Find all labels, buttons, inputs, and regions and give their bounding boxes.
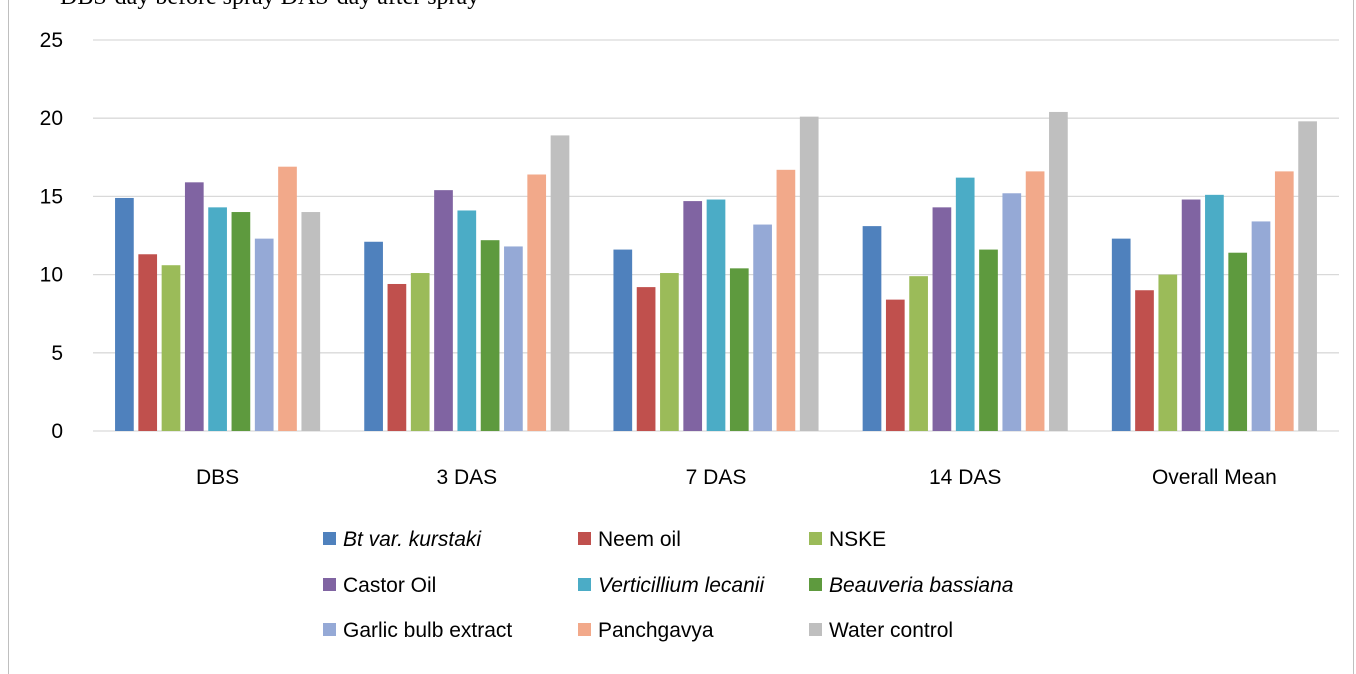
bar bbox=[1111, 238, 1131, 431]
bar bbox=[706, 199, 726, 431]
bar bbox=[1002, 193, 1022, 431]
legend-swatch bbox=[323, 532, 336, 545]
bar bbox=[527, 174, 547, 431]
legend-swatch bbox=[578, 623, 591, 636]
y-tick-label: 0 bbox=[51, 420, 63, 443]
bar bbox=[1228, 252, 1248, 431]
y-tick-label: 25 bbox=[40, 29, 63, 52]
bar bbox=[613, 249, 633, 431]
legend-swatch bbox=[578, 578, 591, 591]
legend-label: Verticillium lecanii bbox=[598, 574, 765, 597]
bar bbox=[753, 224, 772, 431]
bar bbox=[1158, 274, 1178, 431]
x-tick-label: 3 DAS bbox=[436, 466, 497, 489]
legend-label: NSKE bbox=[829, 528, 886, 551]
bar bbox=[231, 212, 251, 431]
bar bbox=[862, 226, 882, 431]
bar bbox=[410, 273, 430, 431]
legend-label: Bt var. kurstaki bbox=[343, 528, 482, 551]
bar bbox=[683, 201, 703, 431]
bar bbox=[550, 135, 570, 432]
bar bbox=[729, 268, 749, 431]
legend-swatch bbox=[323, 578, 336, 591]
bar bbox=[254, 238, 274, 431]
bar bbox=[301, 212, 321, 431]
bars bbox=[115, 111, 1317, 432]
x-tick-label: Overall Mean bbox=[1152, 466, 1277, 489]
x-axis-ticks: DBS 3 DAS 7 DAS 14 DAS Overall Mean bbox=[196, 466, 1277, 489]
bar bbox=[909, 276, 928, 431]
legend-label: Garlic bulb extract bbox=[343, 619, 512, 642]
y-axis-ticks: 0 5 10 15 20 25 bbox=[40, 29, 63, 443]
y-tick-label: 15 bbox=[40, 185, 63, 208]
legend-label: Neem oil bbox=[598, 528, 681, 551]
y-tick-label: 20 bbox=[40, 107, 63, 130]
bar bbox=[1274, 171, 1294, 431]
bar bbox=[387, 283, 407, 431]
bar bbox=[115, 197, 134, 431]
bar bbox=[457, 210, 477, 431]
bar bbox=[138, 254, 158, 431]
legend-label: Panchgavya bbox=[598, 619, 714, 642]
bar bbox=[504, 246, 523, 431]
bar bbox=[480, 240, 500, 431]
bar bbox=[364, 241, 383, 431]
bar bbox=[1298, 121, 1317, 431]
bar bbox=[799, 116, 819, 432]
bar bbox=[184, 182, 204, 431]
bar bbox=[636, 287, 656, 431]
legend-swatch bbox=[578, 532, 591, 545]
legend: Bt var. kurstaki Neem oil NSKE Castor Oil Ve… bbox=[323, 528, 1013, 642]
bar bbox=[1049, 111, 1068, 431]
bar bbox=[1025, 171, 1045, 431]
bar bbox=[1251, 221, 1271, 431]
top-caption: DBS-day before spray DAS-day after spray bbox=[60, 0, 479, 11]
bar bbox=[979, 249, 998, 431]
legend-label: Castor Oil bbox=[343, 574, 436, 597]
y-tick-label: 10 bbox=[40, 264, 63, 287]
chart-frame bbox=[8, 0, 1354, 674]
legend-label: Water control bbox=[829, 619, 953, 642]
legend-swatch bbox=[809, 623, 822, 636]
legend-swatch bbox=[809, 532, 822, 545]
legend-swatch bbox=[809, 578, 822, 591]
bar bbox=[208, 207, 227, 431]
bar bbox=[1181, 199, 1201, 431]
bar bbox=[161, 265, 181, 431]
bar bbox=[932, 207, 952, 431]
bar bbox=[660, 273, 679, 431]
x-tick-label: 7 DAS bbox=[686, 466, 747, 489]
bar bbox=[1135, 290, 1154, 431]
y-tick-label: 5 bbox=[51, 342, 63, 365]
bar bbox=[885, 299, 905, 431]
legend-label: Beauveria bassiana bbox=[829, 574, 1013, 597]
bar bbox=[278, 166, 297, 431]
bar bbox=[955, 177, 975, 431]
x-tick-label: 14 DAS bbox=[929, 466, 1001, 489]
x-tick-label: DBS bbox=[196, 466, 239, 489]
legend-swatch bbox=[323, 623, 336, 636]
bar bbox=[434, 190, 453, 431]
bar bbox=[776, 169, 796, 431]
bar bbox=[1205, 194, 1224, 431]
